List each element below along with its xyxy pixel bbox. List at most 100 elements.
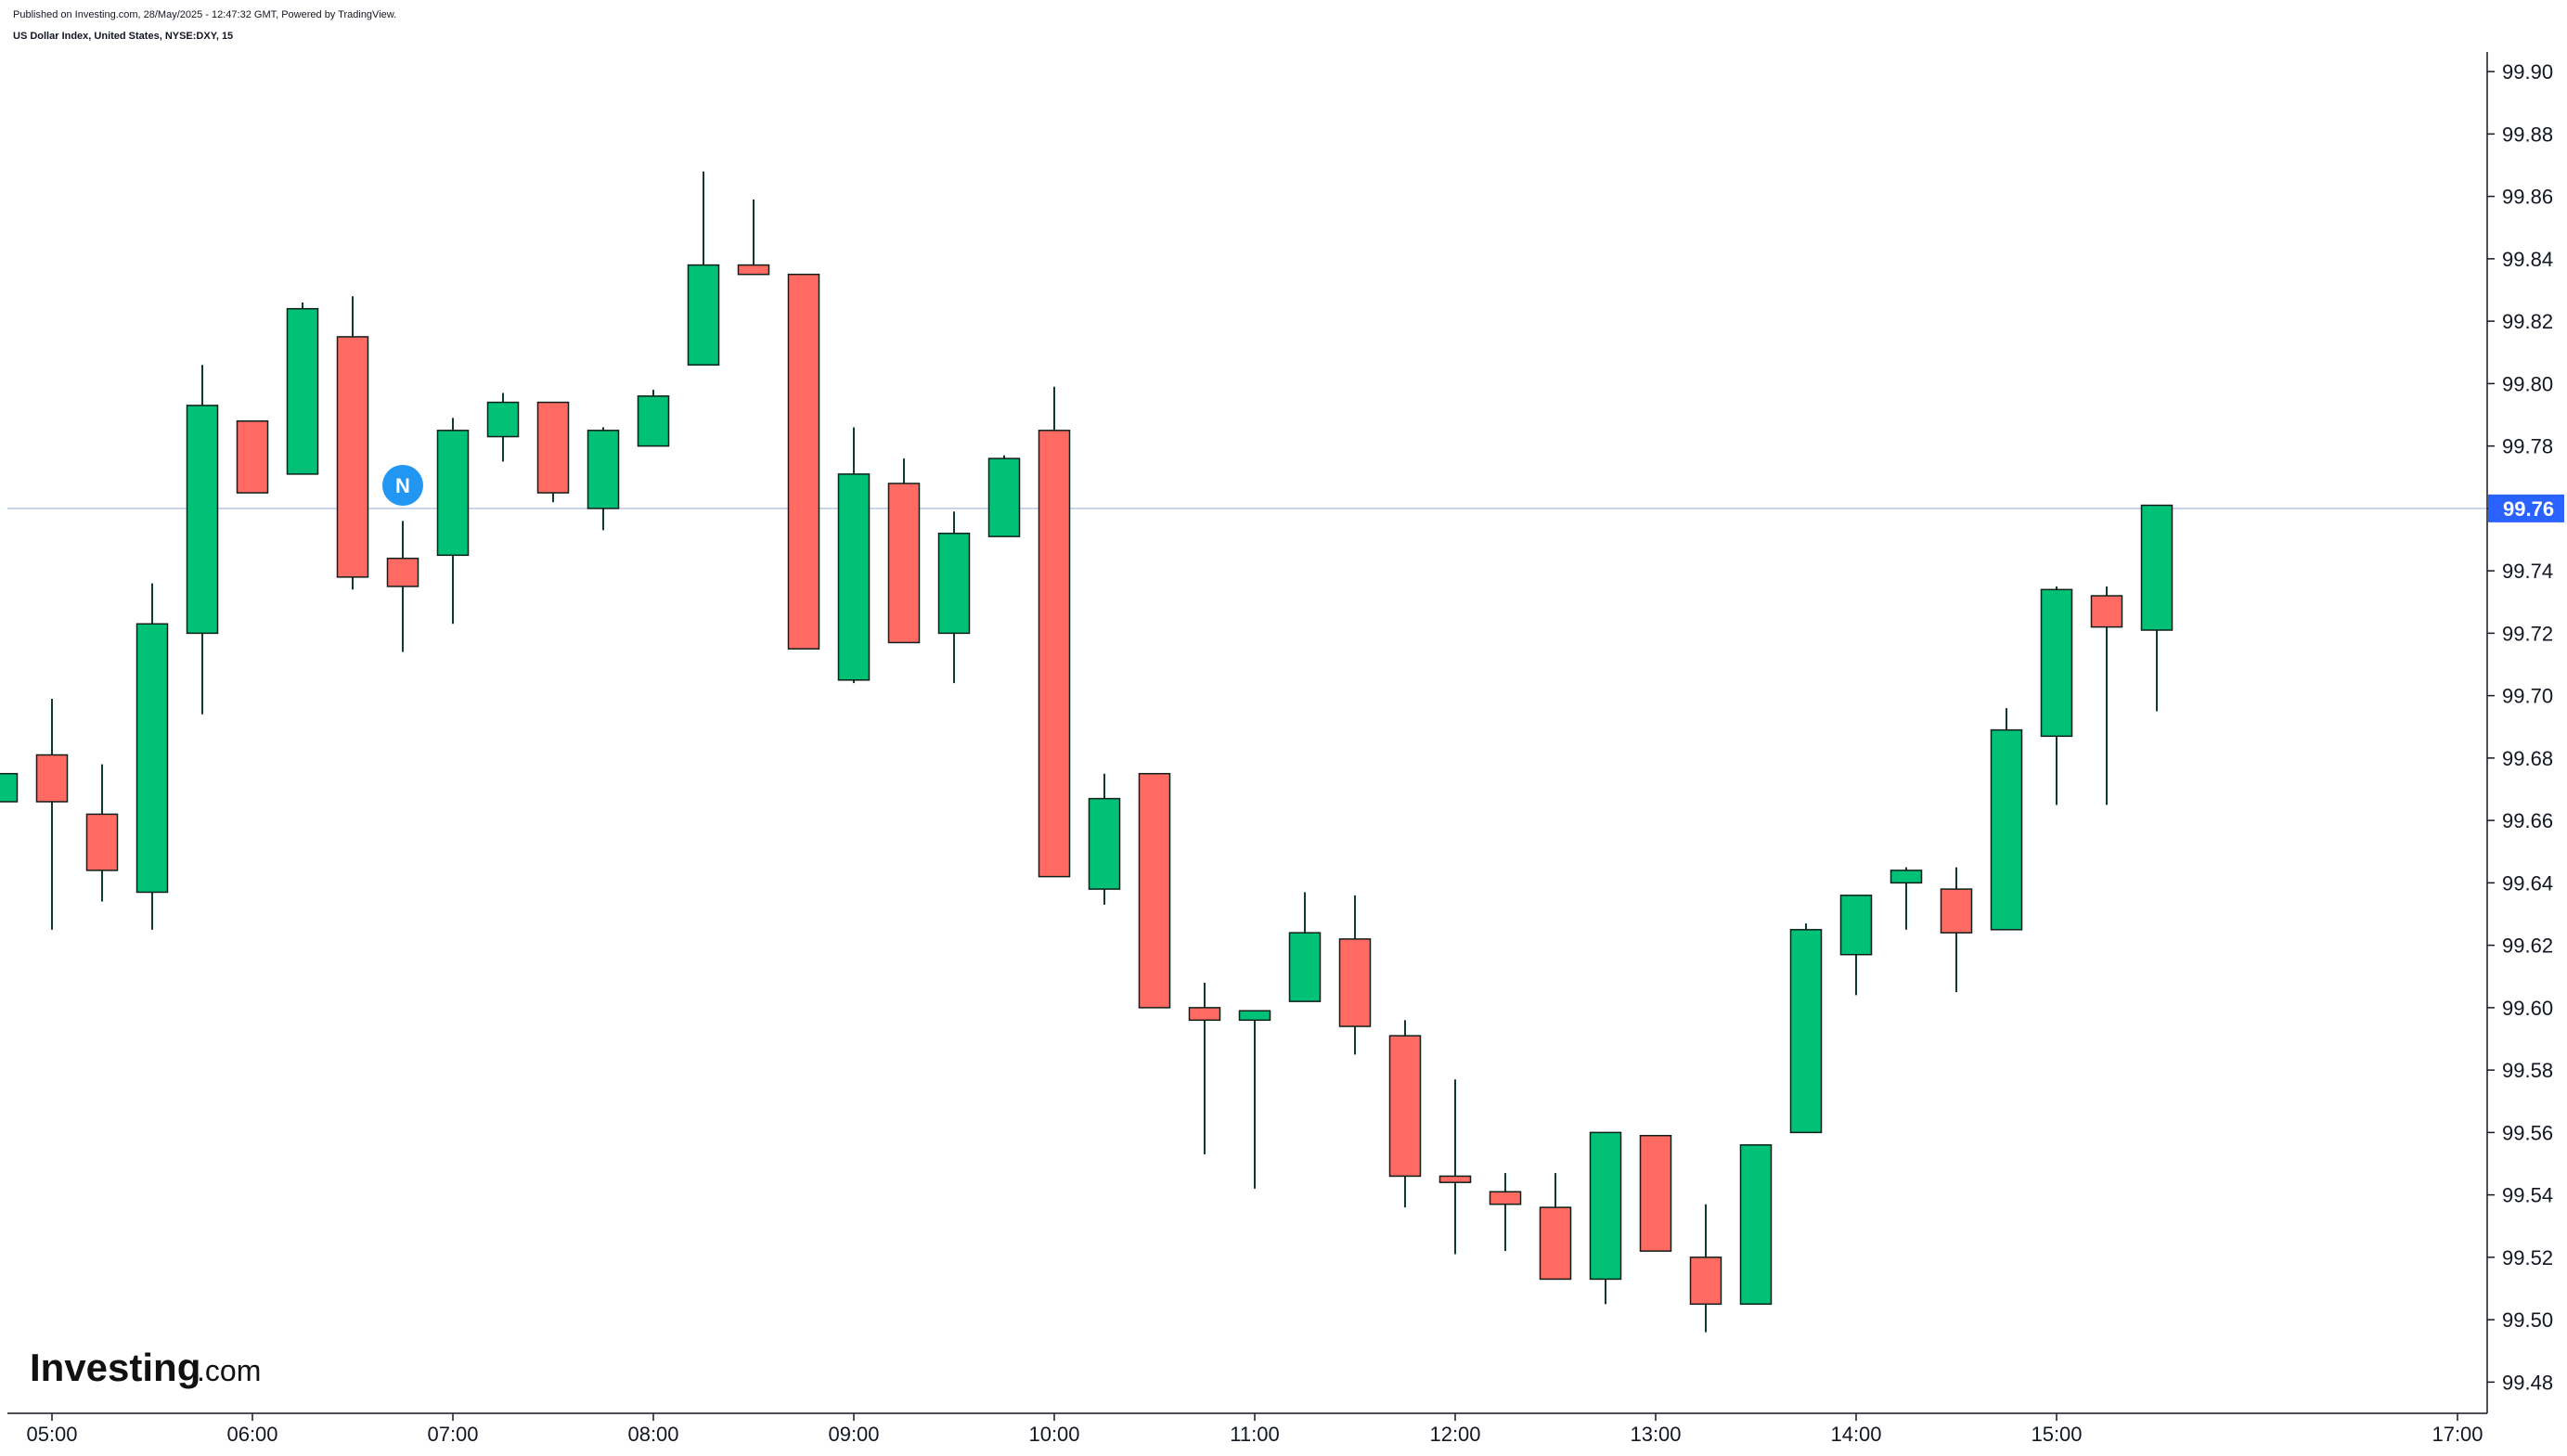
candle[interactable]	[436, 418, 470, 625]
candle[interactable]	[286, 302, 319, 475]
candle-body-down	[1639, 1134, 1672, 1252]
candles-layer[interactable]	[0, 171, 2174, 1333]
candle[interactable]	[1038, 386, 1071, 878]
last-price-label: 99.76	[2503, 497, 2554, 521]
candle[interactable]	[0, 772, 19, 803]
time-axis-tick-label: 14:00	[1830, 1423, 1881, 1446]
candle[interactable]	[787, 273, 820, 650]
candle[interactable]	[837, 427, 871, 684]
candle-body-down	[236, 419, 269, 494]
candle[interactable]	[2040, 586, 2073, 805]
time-axis-tick-label: 08:00	[627, 1423, 678, 1446]
price-axis-tick-label: 99.88	[2502, 122, 2553, 146]
candle-body-up	[1789, 929, 1823, 1134]
candle[interactable]	[2140, 504, 2174, 712]
price-axis-tick-label: 99.56	[2502, 1121, 2553, 1144]
price-axis-tick-label: 99.50	[2502, 1308, 2553, 1332]
candle[interactable]	[35, 698, 69, 930]
candle-body-up	[987, 457, 1021, 537]
candle[interactable]	[1489, 1173, 1522, 1252]
time-axis-tick-label: 12:00	[1429, 1423, 1480, 1446]
candle[interactable]	[1839, 895, 1873, 996]
candle[interactable]	[1388, 1020, 1422, 1208]
price-axis-tick-label: 99.74	[2502, 560, 2553, 583]
candle-body-down	[35, 754, 69, 803]
candle-body-up	[2140, 504, 2174, 631]
price-axis[interactable]: 99.90 99.88 99.86 99.84 99.82 99.80 99.78 99.76…	[2487, 60, 2553, 1394]
candle[interactable]	[1940, 867, 1973, 993]
candle-body-up	[486, 401, 520, 438]
candle-body-down	[1940, 888, 1973, 934]
candle-body-up	[186, 405, 219, 635]
candle[interactable]	[1990, 708, 2023, 931]
price-axis-tick-label: 99.54	[2502, 1184, 2553, 1207]
candle-body-up	[1990, 728, 2023, 931]
candle-body-down	[737, 264, 770, 276]
candle[interactable]	[1138, 772, 1171, 1009]
candle[interactable]	[1689, 1204, 1722, 1333]
candle-body-down	[2090, 595, 2123, 628]
candle[interactable]	[1288, 892, 1322, 1002]
candle-body-down	[1489, 1191, 1522, 1205]
price-axis-tick-label: 99.70	[2502, 685, 2553, 708]
news-marker-layer[interactable]: N	[382, 465, 423, 506]
time-axis-tick-label: 10:00	[1028, 1423, 1079, 1446]
candle[interactable]	[737, 199, 770, 276]
candle-body-down	[1539, 1206, 1572, 1281]
candle-body-down	[336, 336, 369, 578]
candle-body-up	[687, 264, 720, 366]
last-price-badge-layer: 99.76	[2488, 494, 2564, 522]
candle-body-up	[0, 772, 19, 803]
candle[interactable]	[85, 764, 119, 902]
candle[interactable]	[336, 296, 369, 590]
candle[interactable]	[135, 583, 169, 930]
candle-body-down	[85, 813, 119, 871]
time-axis[interactable]: 05:00 06:00 07:00 08:00 09:00 10:00 11:00 12:00…	[26, 1413, 2483, 1446]
published-caption: Published on Investing.com, 28/May/2025 …	[13, 9, 396, 20]
time-axis-tick-label: 17:00	[2432, 1423, 2483, 1446]
candle[interactable]	[937, 511, 971, 684]
candle[interactable]	[1890, 867, 1923, 930]
candle[interactable]	[1639, 1134, 1672, 1252]
candle-body-up	[1890, 870, 1923, 884]
news-marker-label: N	[395, 474, 410, 497]
price-axis-tick-label: 99.58	[2502, 1059, 2553, 1082]
candle[interactable]	[1238, 1010, 1271, 1189]
candle[interactable]	[587, 427, 620, 531]
candle[interactable]	[486, 393, 520, 462]
candle[interactable]	[1739, 1144, 1773, 1306]
candle-body-down	[1388, 1035, 1422, 1178]
candle[interactable]	[1438, 1079, 1472, 1255]
candle[interactable]	[1589, 1131, 1622, 1305]
time-axis-tick-label: 13:00	[1630, 1423, 1681, 1446]
candle[interactable]	[2090, 586, 2123, 805]
candle[interactable]	[1088, 773, 1121, 905]
price-axis-tick-label: 99.66	[2502, 809, 2553, 832]
price-axis-tick-label: 99.48	[2502, 1371, 2553, 1394]
candle[interactable]	[536, 401, 570, 503]
candle[interactable]	[987, 455, 1021, 537]
candle-body-down	[1338, 938, 1372, 1027]
price-axis-tick-label: 99.62	[2502, 934, 2553, 958]
candle[interactable]	[1789, 923, 1823, 1134]
candle[interactable]	[887, 458, 921, 644]
candle-body-up	[937, 533, 971, 635]
candle[interactable]	[1539, 1173, 1572, 1281]
candle-body-up	[1739, 1144, 1773, 1306]
logo-main-text: Investing	[30, 1346, 200, 1389]
candle[interactable]	[186, 365, 219, 715]
candle[interactable]	[637, 390, 670, 447]
candle-body-up	[1288, 932, 1322, 1002]
candle[interactable]	[236, 419, 269, 494]
news-marker-icon[interactable]	[382, 465, 423, 506]
candle[interactable]	[687, 171, 720, 366]
candle[interactable]	[386, 521, 419, 652]
time-axis-tick-label: 07:00	[427, 1423, 478, 1446]
candle[interactable]	[1338, 895, 1372, 1055]
candle-body-down	[787, 273, 820, 650]
candle[interactable]	[1188, 982, 1221, 1154]
candle-body-down	[386, 557, 419, 587]
price-axis-tick-label: 99.60	[2502, 997, 2553, 1020]
